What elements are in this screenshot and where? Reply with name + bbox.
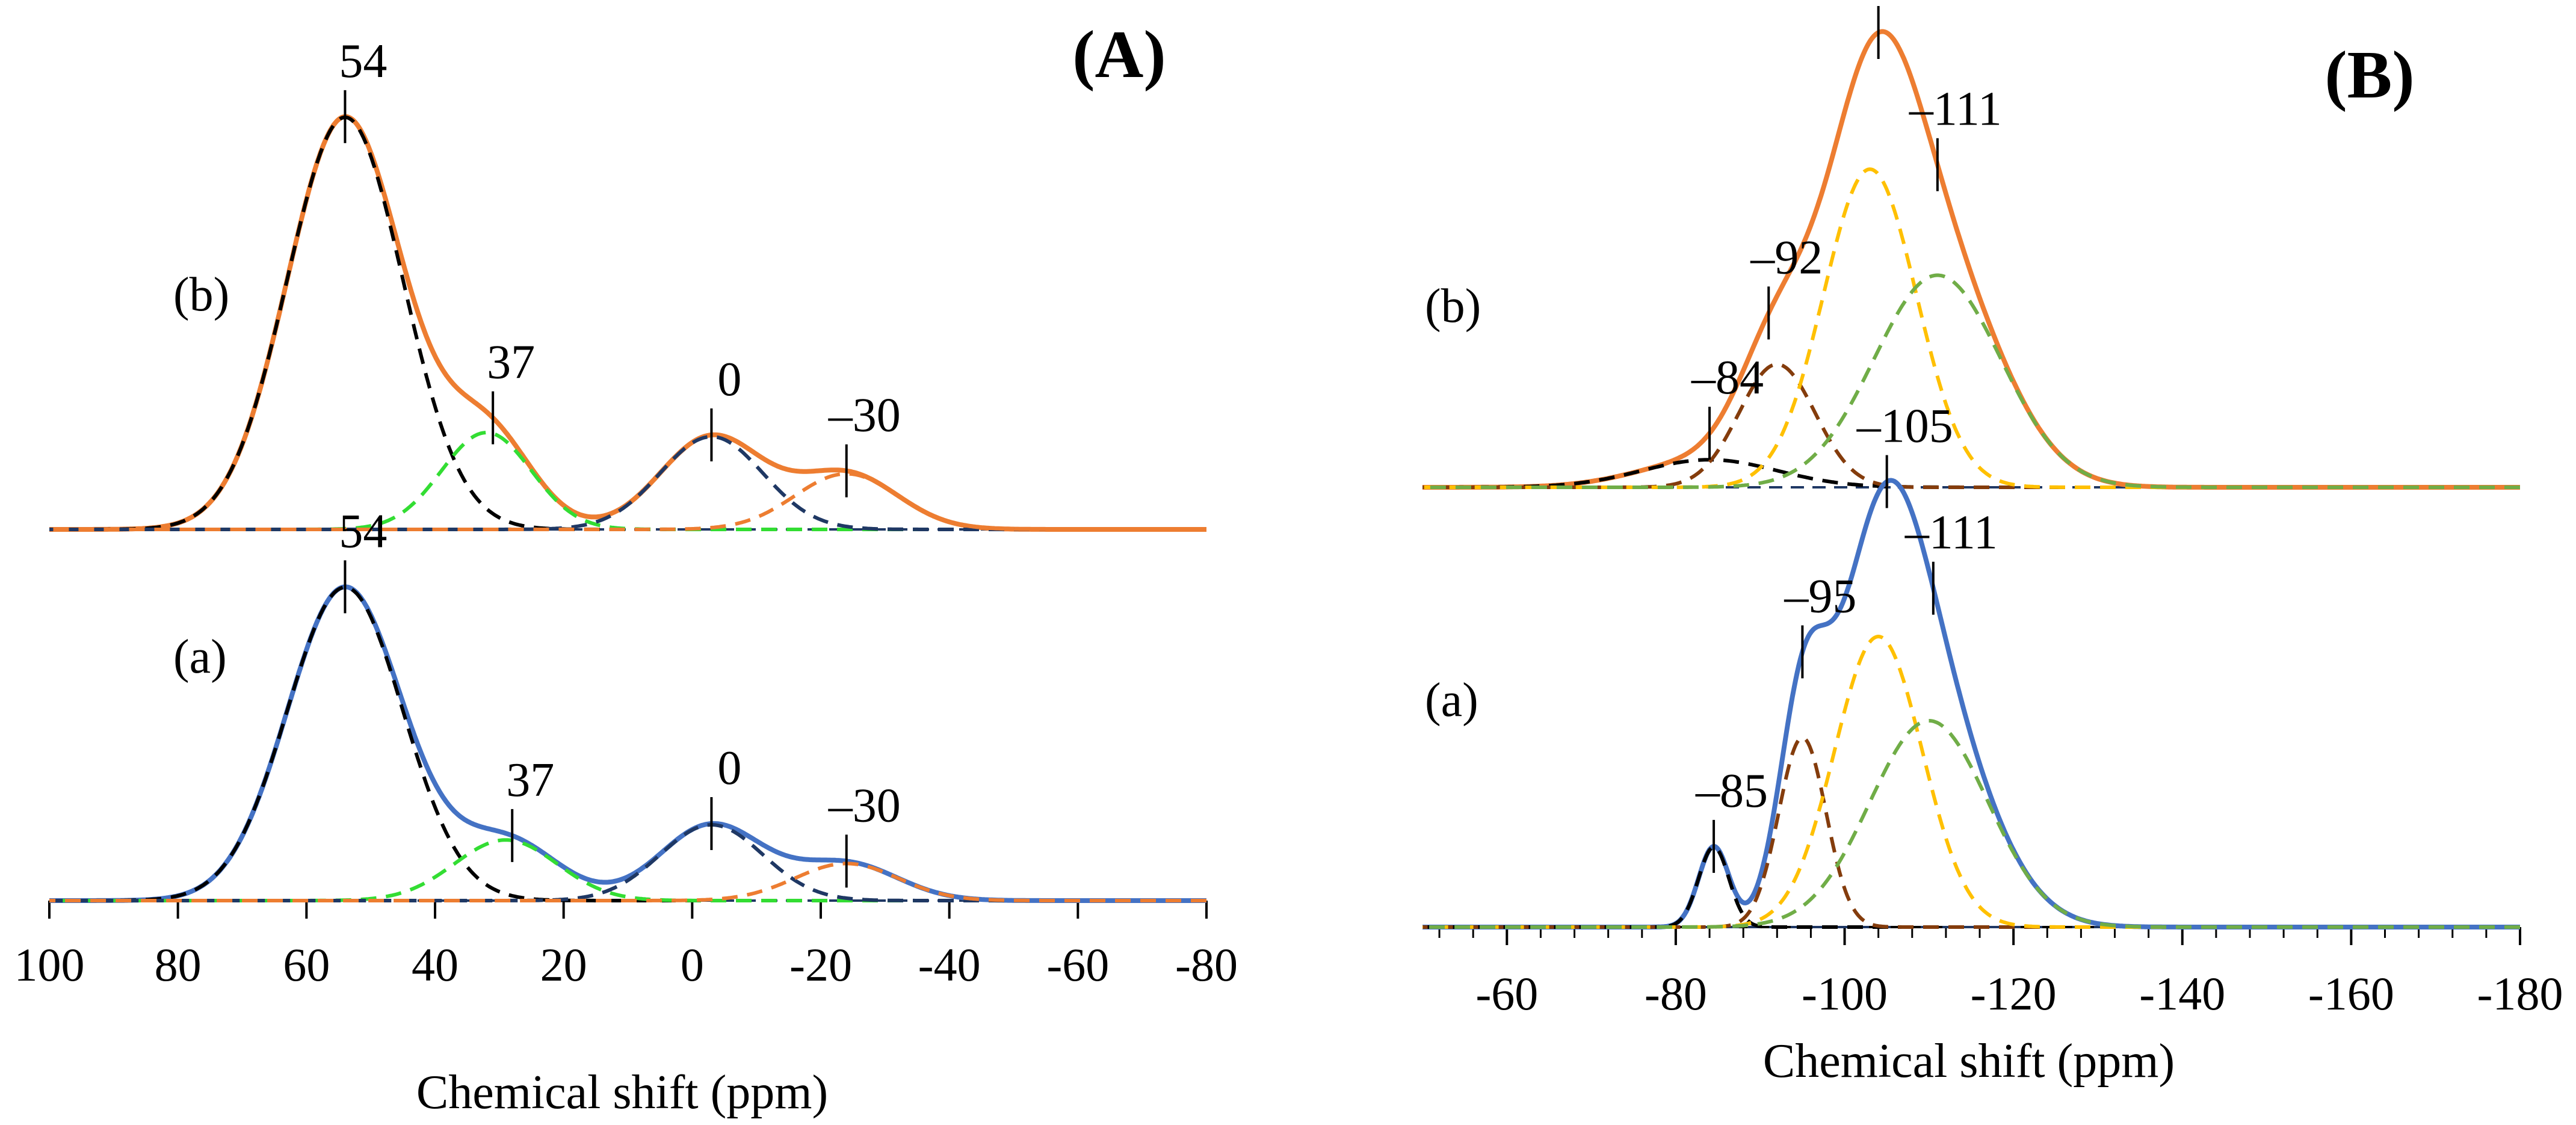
component-peak [1422, 273, 2520, 489]
x-tick-label: -60 [1475, 967, 1538, 1020]
peak-label: 37 [506, 754, 554, 807]
trace-label: (b) [1425, 280, 1481, 333]
spectrum-b: (b) –84 –92 –104 –111 [1421, 0, 2521, 490]
peak-label: 54 [339, 505, 387, 558]
x-axis-title: Chemical shift (ppm) [1763, 1035, 2175, 1088]
peak-label: –95 [1784, 570, 1856, 623]
x-tick-label: 60 [283, 939, 330, 991]
component-peak [1422, 167, 2520, 489]
peak-label: –105 [1856, 400, 1953, 453]
x-tick-label: -100 [1802, 967, 1888, 1020]
x-tick-label: 100 [14, 939, 85, 991]
x-tick-label: -80 [1645, 967, 1707, 1020]
trace-label: (b) [173, 268, 229, 321]
peak-label: –85 [1695, 765, 1768, 818]
spectrum-b: (b) 54 37 0 –30 [48, 35, 1208, 532]
panel-title: (A) [1072, 17, 1166, 92]
peak-label: 0 [717, 742, 741, 795]
peak-label: –92 [1750, 231, 1823, 284]
x-tick-label: -160 [2308, 967, 2394, 1020]
peak-label: –104 [1848, 0, 1945, 4]
component-peak [49, 823, 1206, 902]
trace-label: (a) [1425, 674, 1478, 727]
component-peak [49, 861, 1206, 902]
component-peak [49, 472, 1206, 531]
panel-a: (A) 100 80 60 40 20 0 -20 -40 -60 -80 Chemical shif… [14, 17, 1238, 1119]
component-peak [1422, 458, 2520, 489]
x-tick-label: 20 [540, 939, 587, 991]
component-peak [1422, 845, 2520, 929]
x-tick-label: -80 [1175, 939, 1238, 991]
peak-label: –84 [1691, 351, 1764, 404]
spectrum-a: (a) –85 –95 –105 –111 [1421, 400, 2521, 929]
x-tick-label: -60 [1046, 939, 1109, 991]
x-tick-label: -20 [789, 939, 852, 991]
component-peak [1422, 634, 2520, 929]
x-tick-label: -140 [2139, 967, 2225, 1020]
component-peak [49, 115, 1206, 531]
panel-b: (B) -60 -80 -100 -120 -140 -160 -180 Chemical sh… [1421, 0, 2563, 1088]
x-tick-label: -180 [2477, 967, 2563, 1020]
component-peak [49, 434, 1206, 531]
component-peak [1422, 718, 2520, 929]
fit-envelope [48, 584, 1208, 903]
x-tick-label: -120 [1971, 967, 2057, 1020]
trace-label: (a) [173, 630, 227, 683]
spectrum-a: (a) 54 37 0 –30 [48, 505, 1208, 903]
peak-label: 54 [339, 35, 387, 88]
panel-title: (B) [2324, 38, 2414, 112]
fit-envelope [48, 114, 1208, 532]
peak-label: –111 [1904, 507, 1998, 559]
peak-label: 0 [717, 353, 741, 406]
peak-label: 37 [487, 336, 535, 389]
peak-label: –30 [828, 779, 901, 832]
x-tick-label: -40 [918, 939, 981, 991]
x-tick-label: 0 [681, 939, 704, 991]
x-tick-label: 80 [155, 939, 202, 991]
x-axis-title: Chemical shift (ppm) [416, 1066, 828, 1119]
peak-label: –30 [828, 389, 901, 442]
x-tick-label: 40 [412, 939, 459, 991]
peak-label: –111 [1909, 83, 2002, 136]
component-peak [1422, 362, 2520, 489]
